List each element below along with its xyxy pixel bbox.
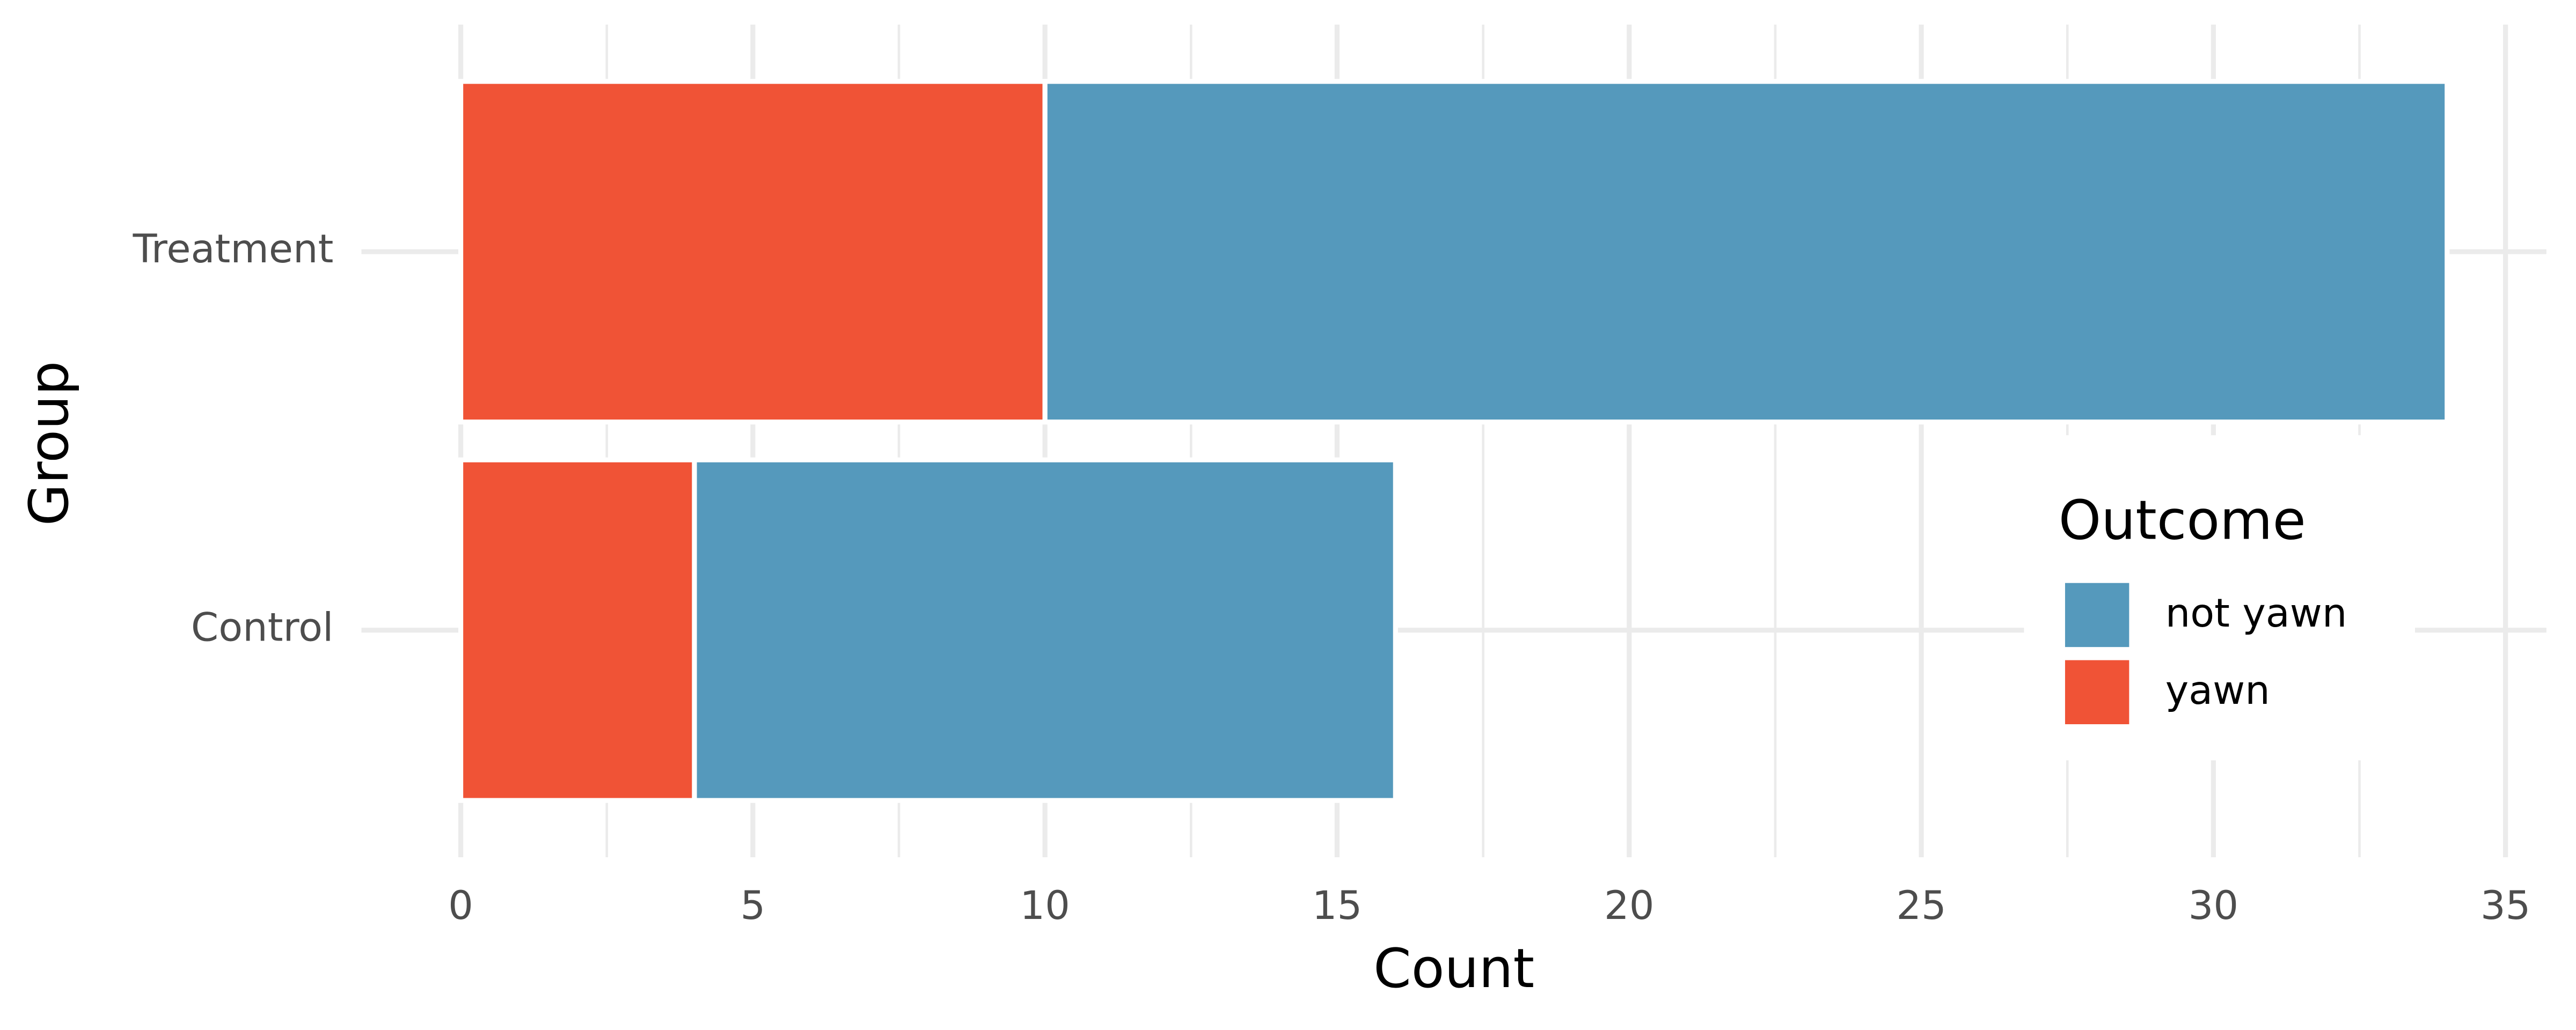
bar-segment xyxy=(458,79,1048,425)
x-tick-label: 35 xyxy=(2480,883,2530,929)
legend-title: Outcome xyxy=(2059,488,2306,551)
x-tick-label: 20 xyxy=(1604,883,1654,929)
x-tick-label: 0 xyxy=(448,883,473,929)
bar-segment xyxy=(1042,79,2450,425)
x-tick-label: 15 xyxy=(1312,883,1362,929)
bar-segment xyxy=(458,457,697,803)
legend-label: not yawn xyxy=(2165,591,2347,636)
y-axis-title: Group xyxy=(17,361,80,526)
y-tick-label: Control xyxy=(191,605,334,651)
legend-label: yawn xyxy=(2165,668,2270,713)
x-tick-label: 25 xyxy=(1896,883,1946,929)
x-tick-label: 30 xyxy=(2189,883,2238,929)
x-axis-title: Count xyxy=(1373,937,1534,1000)
x-tick-label: 10 xyxy=(1020,883,1070,929)
y-tick-label: Treatment xyxy=(133,226,334,272)
legend-key xyxy=(2065,583,2129,648)
bar-segment xyxy=(692,457,1398,803)
x-tick-label: 5 xyxy=(740,883,765,929)
legend-key xyxy=(2065,660,2129,724)
